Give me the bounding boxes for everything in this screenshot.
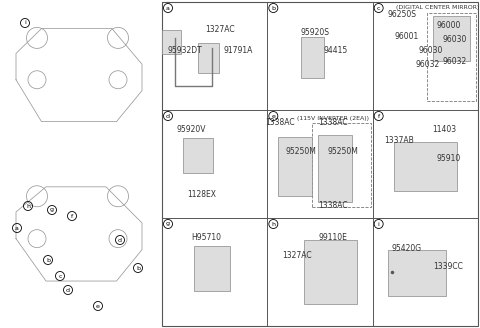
Text: 1327AC: 1327AC bbox=[205, 25, 235, 33]
Text: 1338AC: 1338AC bbox=[318, 200, 348, 210]
Text: 1128EX: 1128EX bbox=[188, 190, 216, 199]
Text: 96001: 96001 bbox=[394, 32, 419, 41]
Text: b: b bbox=[46, 257, 50, 262]
Bar bbox=[318, 135, 351, 202]
Text: c: c bbox=[58, 274, 62, 278]
Bar bbox=[427, 13, 476, 101]
Bar bbox=[193, 246, 230, 292]
Text: (DIGITAL CENTER MIRROR): (DIGITAL CENTER MIRROR) bbox=[396, 5, 480, 10]
Text: 95910: 95910 bbox=[436, 154, 461, 163]
Text: 95932DT: 95932DT bbox=[168, 46, 203, 55]
Text: 95250M: 95250M bbox=[286, 147, 316, 155]
Text: 91791A: 91791A bbox=[223, 46, 252, 55]
Text: e: e bbox=[96, 303, 100, 309]
Text: f: f bbox=[71, 214, 73, 218]
Text: a: a bbox=[166, 6, 170, 10]
Text: 96030: 96030 bbox=[419, 46, 443, 55]
Text: 96032: 96032 bbox=[415, 60, 440, 69]
Text: d: d bbox=[118, 237, 122, 242]
Text: 96000: 96000 bbox=[436, 21, 461, 30]
Text: d: d bbox=[66, 288, 70, 293]
Text: 95250M: 95250M bbox=[328, 147, 359, 155]
Text: h: h bbox=[271, 221, 276, 227]
Bar bbox=[394, 142, 457, 191]
Text: 95420G: 95420G bbox=[391, 244, 421, 253]
Text: g: g bbox=[50, 208, 54, 213]
Bar bbox=[162, 2, 478, 326]
Text: a: a bbox=[15, 226, 19, 231]
Text: 96032: 96032 bbox=[443, 57, 467, 66]
Text: b: b bbox=[136, 265, 140, 271]
Bar bbox=[162, 30, 181, 54]
Text: f: f bbox=[378, 113, 380, 118]
Text: H95710: H95710 bbox=[191, 233, 221, 242]
Text: 11403: 11403 bbox=[432, 125, 456, 134]
Text: g: g bbox=[166, 221, 170, 227]
Text: 1339CC: 1339CC bbox=[433, 262, 464, 271]
Bar bbox=[304, 239, 357, 304]
Text: 1337AB: 1337AB bbox=[384, 136, 414, 145]
Bar bbox=[432, 16, 469, 61]
Text: 96030: 96030 bbox=[443, 35, 467, 44]
Text: i: i bbox=[378, 221, 380, 227]
Text: i: i bbox=[24, 20, 26, 26]
Text: b: b bbox=[271, 6, 276, 10]
Text: 94415: 94415 bbox=[324, 46, 348, 55]
Text: c: c bbox=[377, 6, 381, 10]
Text: 96250S: 96250S bbox=[388, 10, 417, 19]
Text: h: h bbox=[26, 203, 30, 209]
Text: 1338AC: 1338AC bbox=[265, 118, 295, 128]
Bar bbox=[301, 36, 324, 78]
Bar bbox=[183, 138, 213, 173]
Text: 1338AC: 1338AC bbox=[318, 118, 348, 128]
Bar bbox=[278, 137, 312, 196]
Text: e: e bbox=[271, 113, 275, 118]
Bar bbox=[388, 250, 446, 296]
Text: d: d bbox=[166, 113, 170, 118]
Bar bbox=[198, 43, 219, 73]
Text: 99110E: 99110E bbox=[318, 233, 347, 242]
Bar bbox=[312, 123, 371, 207]
Text: 95920S: 95920S bbox=[300, 28, 329, 37]
Text: 95920V: 95920V bbox=[177, 125, 206, 134]
Text: 1327AC: 1327AC bbox=[282, 251, 312, 260]
Text: (115V INVERTER (2EA)): (115V INVERTER (2EA)) bbox=[297, 116, 369, 121]
